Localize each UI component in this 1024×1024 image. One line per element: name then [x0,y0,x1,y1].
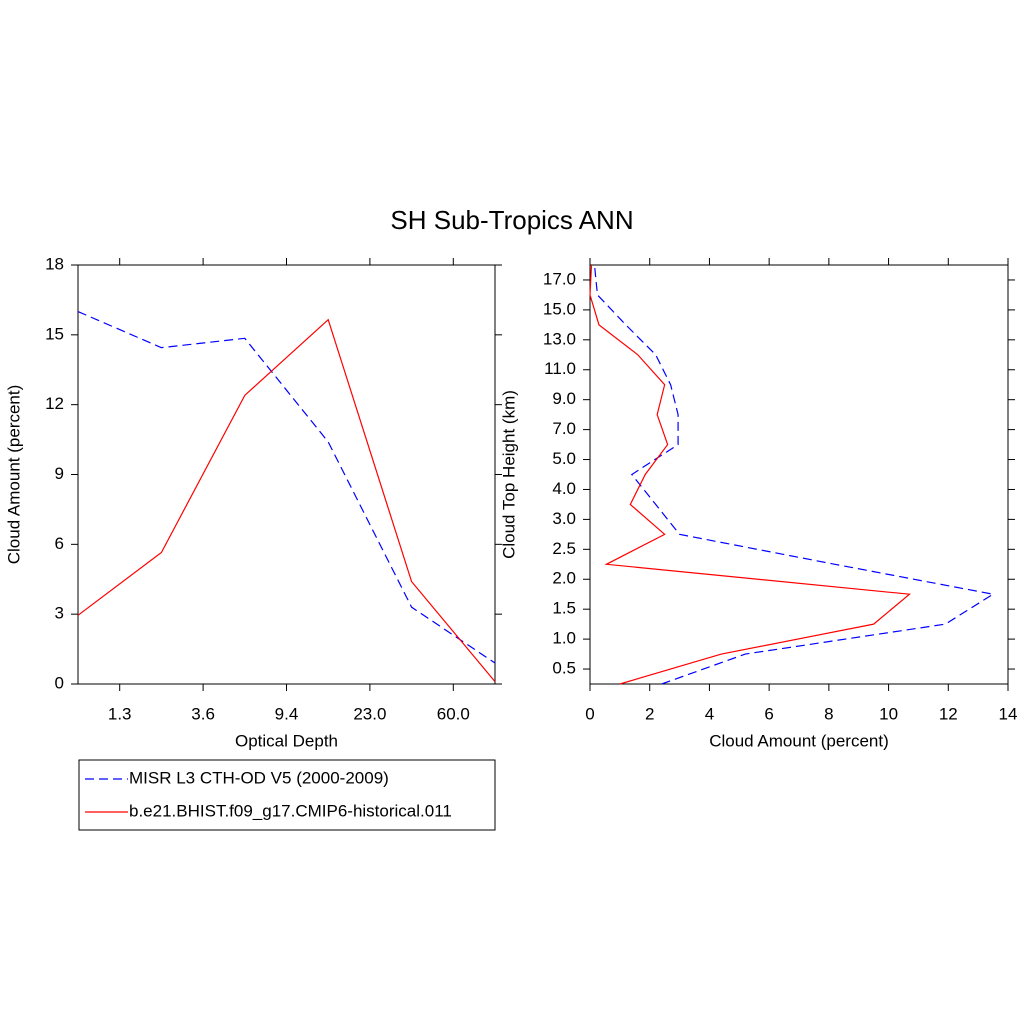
y-tick-label: 9.0 [552,389,576,408]
y-tick-label: 7.0 [552,419,576,438]
figure-title: SH Sub-Tropics ANN [390,205,633,235]
y-tick-label: 0 [55,673,64,692]
x-axis-label: Cloud Amount (percent) [709,731,889,750]
y-tick-label: 4.0 [552,479,576,498]
y-tick-label: 13.0 [543,329,576,348]
x-tick-label: 3.6 [191,704,215,723]
y-tick-label: 2.5 [552,539,576,558]
series-line [593,264,995,685]
x-tick-label: 10 [879,704,898,723]
x-tick-label: 2 [645,704,654,723]
y-tick-label: 1.0 [552,629,576,648]
series-line [589,264,911,685]
x-tick-label: 1.3 [108,704,132,723]
x-tick-label: 6 [764,704,773,723]
y-tick-label: 3 [55,604,64,623]
y-tick-label: 9 [55,464,64,483]
y-tick-label: 5.0 [552,449,576,468]
x-tick-label: 23.0 [353,704,386,723]
y-tick-label: 6 [55,534,64,553]
y-axis-label: Cloud Amount (percent) [4,385,23,565]
plot-frame [589,264,1009,685]
legend-label: MISR L3 CTH-OD V5 (2000-2009) [129,768,389,787]
series-line [77,311,496,664]
y-tick-label: 11.0 [544,359,576,378]
y-tick-label: 18 [45,254,64,273]
y-axis-label: Cloud Top Height (km) [499,390,518,559]
x-axis-label: Optical Depth [235,731,338,750]
series-line [77,318,496,683]
y-tick-label: 15.0 [543,299,576,318]
x-tick-label: 8 [824,704,833,723]
x-tick-label: 12 [939,704,958,723]
x-tick-label: 0 [585,704,594,723]
y-tick-label: 1.5 [552,599,576,618]
plot-frame [77,264,496,685]
legend-label: b.e21.BHIST.f09_g17.CMIP6-historical.011 [129,801,452,820]
y-tick-label: 12 [45,394,64,413]
x-tick-label: 4 [705,704,714,723]
x-tick-label: 9.4 [275,704,299,723]
y-tick-label: 15 [45,324,64,343]
y-tick-label: 17.0 [543,269,576,288]
x-tick-label: 14 [999,704,1018,723]
y-tick-label: 2.0 [552,569,576,588]
legend-box [78,759,496,831]
y-tick-label: 0.5 [552,659,576,678]
y-tick-label: 3.0 [552,509,576,528]
x-tick-label: 60.0 [437,704,470,723]
